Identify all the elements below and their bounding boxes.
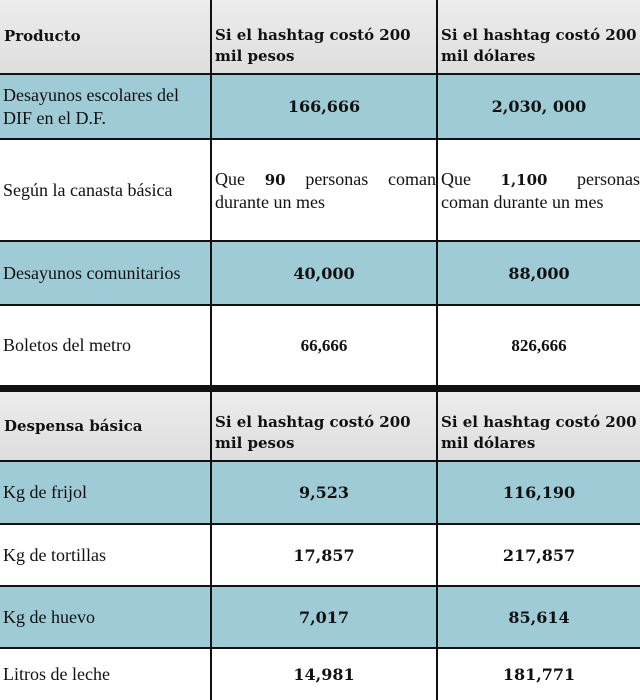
header-pesos: Si el hashtag costó 200 mil pesos bbox=[212, 0, 436, 73]
header-pesos: Si el hashtag costó 200 mil pesos bbox=[212, 392, 436, 460]
product-cell: Kg de huevo bbox=[0, 587, 210, 647]
pesos-cell: 17,857 bbox=[212, 525, 436, 585]
number: 90 bbox=[264, 170, 286, 189]
header-producto: Producto bbox=[0, 0, 210, 73]
dolares-cell: Que 1,100 personas coman durante un mes bbox=[438, 140, 640, 240]
dolares-cell: 85,614 bbox=[438, 587, 640, 647]
text: personas coman durante un mes bbox=[441, 168, 640, 212]
product-cell: Kg de tortillas bbox=[0, 525, 210, 585]
product-cell: Boletos del metro bbox=[0, 306, 210, 385]
product-cell: Desayunos escolares del DIF en el D.F. bbox=[0, 75, 210, 138]
text: Que bbox=[215, 168, 245, 189]
pesos-cell: Que 90 personas coman durante un mes bbox=[212, 140, 436, 240]
pesos-cell: 40,000 bbox=[212, 242, 436, 304]
dolares-cell: 116,190 bbox=[438, 462, 640, 523]
pesos-cell: 9,523 bbox=[212, 462, 436, 523]
dolares-cell: 217,857 bbox=[438, 525, 640, 585]
text: personas coman durante un mes bbox=[215, 168, 436, 212]
product-cell: Kg de frijol bbox=[0, 462, 210, 523]
pesos-cell: 14,981 bbox=[212, 649, 436, 700]
header-dolares: Si el hashtag costó 200 mil dólares bbox=[438, 392, 640, 460]
product-cell: Litros de leche bbox=[0, 649, 210, 700]
product-cell: Desayunos comunitarios bbox=[0, 242, 210, 304]
dolares-cell: 88,000 bbox=[438, 242, 640, 304]
pesos-cell: 166,666 bbox=[212, 75, 436, 138]
pesos-cell: 66,666 bbox=[212, 306, 436, 385]
text: Que bbox=[441, 168, 471, 189]
dolares-cell: 181,771 bbox=[438, 649, 640, 700]
product-cell: Según la canasta básica bbox=[0, 140, 210, 240]
number: 1,100 bbox=[500, 170, 548, 189]
dolares-cell: 2,030, 000 bbox=[438, 75, 640, 138]
header-despensa: Despensa básica bbox=[0, 392, 210, 460]
dolares-cell: 826,666 bbox=[438, 306, 640, 385]
header-dolares: Si el hashtag costó 200 mil dólares bbox=[438, 0, 640, 73]
pesos-cell: 7,017 bbox=[212, 587, 436, 647]
